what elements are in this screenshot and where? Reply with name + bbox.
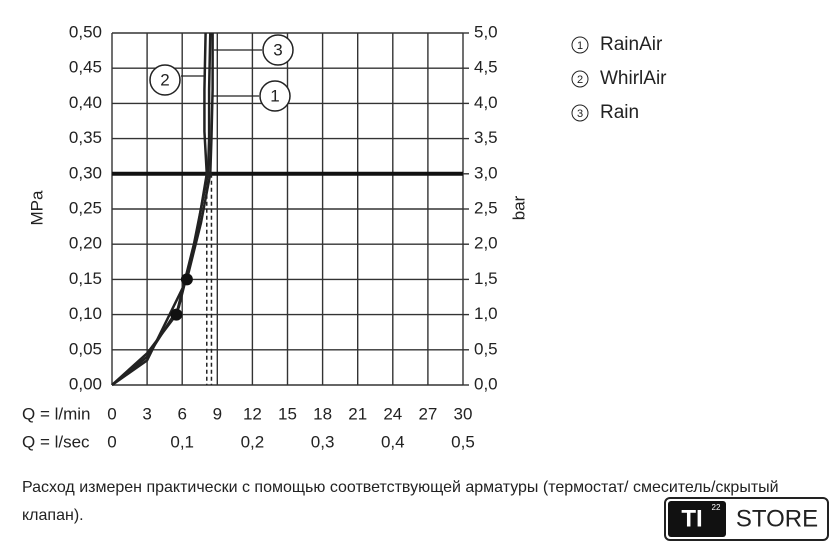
x2-axis-label: Q = l/sec (22, 432, 90, 451)
x-tick-label: 12 (243, 404, 262, 423)
y-tick-label: 0,05 (69, 339, 102, 358)
y2-tick-label: 4,0 (474, 93, 498, 112)
x-tick-label: 21 (348, 404, 367, 423)
y2-tick-label: 0,5 (474, 339, 498, 358)
y-tick-label: 0,40 (69, 93, 102, 112)
callout-circle (259, 80, 291, 112)
y-axis-label: MPa (27, 190, 46, 226)
marker (180, 273, 193, 286)
y2-axis-label: bar (509, 195, 528, 220)
x-tick-label: 9 (213, 404, 222, 423)
x-tick-label: 30 (454, 404, 473, 423)
x-axis-label: Q = l/min (22, 404, 91, 423)
legend-number: 3 (577, 108, 583, 120)
y-tick-label: 0,00 (69, 374, 102, 393)
legend-circle (571, 104, 589, 122)
x2-tick-label: 0 (107, 432, 116, 451)
legend-number: 1 (577, 40, 583, 52)
logo-number: 22 (712, 503, 721, 512)
y-tick-label: 0,10 (69, 304, 102, 323)
y2-tick-label: 1,0 (474, 304, 498, 323)
line (111, 33, 214, 387)
y-tick-label: 0,35 (69, 128, 102, 147)
x2-tick-label: 0,1 (170, 432, 194, 451)
legend-circle (571, 70, 589, 88)
logo-box (668, 501, 726, 537)
x-tick-label: 27 (418, 404, 437, 423)
logo-mark: TI (681, 505, 702, 532)
x2-tick-label: 0,5 (451, 432, 475, 451)
y2-tick-label: 4,5 (474, 58, 498, 77)
y-tick-label: 0,45 (69, 58, 102, 77)
callout-label: 3 (273, 40, 282, 59)
x2-tick-label: 0,3 (311, 432, 335, 451)
x2-tick-label: 0,2 (241, 432, 265, 451)
y2-tick-label: 3,0 (474, 163, 498, 182)
legend-label: WhirlAir (600, 68, 667, 89)
y2-tick-label: 3,5 (474, 128, 498, 147)
logo: TI 22 STORE (664, 497, 829, 541)
y-tick-label: 0,20 (69, 234, 102, 253)
callout-circle (262, 34, 294, 66)
legend-label: RainAir (600, 34, 663, 55)
y-tick-label: 0,15 (69, 269, 102, 288)
x-tick-label: 0 (107, 404, 116, 423)
x-tick-label: 6 (177, 404, 186, 423)
y-tick-label: 0,25 (69, 198, 102, 217)
x-tick-label: 24 (383, 404, 402, 423)
y2-tick-label: 2,0 (474, 234, 498, 253)
callout-label: 1 (270, 86, 279, 105)
y2-tick-label: 2,5 (474, 198, 498, 217)
legend-label: Rain (600, 102, 639, 123)
x-tick-label: 18 (313, 404, 332, 423)
note: Расход измерен практически с помощью соо… (22, 479, 779, 524)
y2-tick-label: 1,5 (474, 269, 498, 288)
y2-tick-label: 5,0 (474, 22, 498, 41)
logo-text: STORE (736, 505, 818, 532)
y-tick-label: 0,30 (69, 163, 102, 182)
x-tick-label: 3 (142, 404, 151, 423)
x-tick-label: 15 (278, 404, 297, 423)
y2-tick-label: 0,0 (474, 374, 498, 393)
legend-number: 2 (577, 74, 583, 86)
callout-circle (149, 64, 181, 96)
y-tick-label: 0,50 (69, 22, 102, 41)
callout-label: 2 (160, 70, 169, 89)
x2-tick-label: 0,4 (381, 432, 405, 451)
legend-circle (571, 36, 589, 54)
marker (170, 308, 183, 321)
